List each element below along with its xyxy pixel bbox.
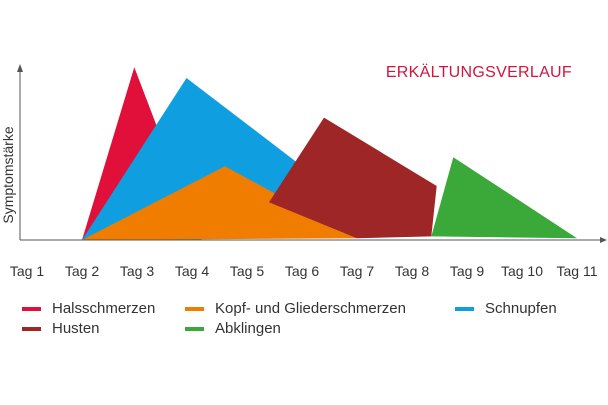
legend-label: Halsschmerzen <box>52 300 155 317</box>
chart-areas <box>82 67 577 240</box>
legend-label: Abklingen <box>215 320 281 337</box>
legend: Halsschmerzen Kopf- und Gliederschmerzen S… <box>22 300 557 337</box>
chart-title: ERKÄLTUNGSVERLAUF <box>386 63 572 81</box>
axes <box>17 64 607 243</box>
x-tick-label: Tag 9 <box>450 263 484 279</box>
x-tick-label: Tag 2 <box>65 263 99 279</box>
x-axis-arrow-icon <box>600 237 607 243</box>
x-tick-label: Tag 1 <box>10 263 44 279</box>
x-tick-labels: Tag 1 Tag 2 Tag 3 Tag 4 Tag 5 Tag 6 Tag 7 Tag 8… <box>10 263 598 279</box>
x-tick-label: Tag 8 <box>395 263 429 279</box>
legend-label: Kopf- und Gliederschmerzen <box>215 300 406 317</box>
x-tick-label: Tag 3 <box>120 263 154 279</box>
area-abklingen <box>431 157 577 239</box>
legend-swatch <box>455 307 474 311</box>
area-husten <box>269 117 437 239</box>
x-tick-label: Tag 6 <box>285 263 319 279</box>
x-tick-label: Tag 5 <box>230 263 264 279</box>
y-axis-arrow-icon <box>17 64 23 72</box>
legend-label: Husten <box>52 320 100 337</box>
x-tick-label: Tag 7 <box>340 263 374 279</box>
legend-swatch <box>22 307 41 311</box>
area-halsschmerzen <box>82 67 159 240</box>
y-axis-label: Symptomstärke <box>0 126 16 223</box>
legend-swatch <box>185 307 204 311</box>
legend-label: Schnupfen <box>485 300 557 317</box>
legend-swatch <box>22 327 41 331</box>
x-tick-label: Tag 11 <box>557 263 598 279</box>
x-tick-label: Tag 10 <box>501 263 543 279</box>
legend-swatch <box>185 327 204 331</box>
x-tick-label: Tag 4 <box>175 263 209 279</box>
area-kopf-und-gliederschmerzen <box>82 166 357 240</box>
